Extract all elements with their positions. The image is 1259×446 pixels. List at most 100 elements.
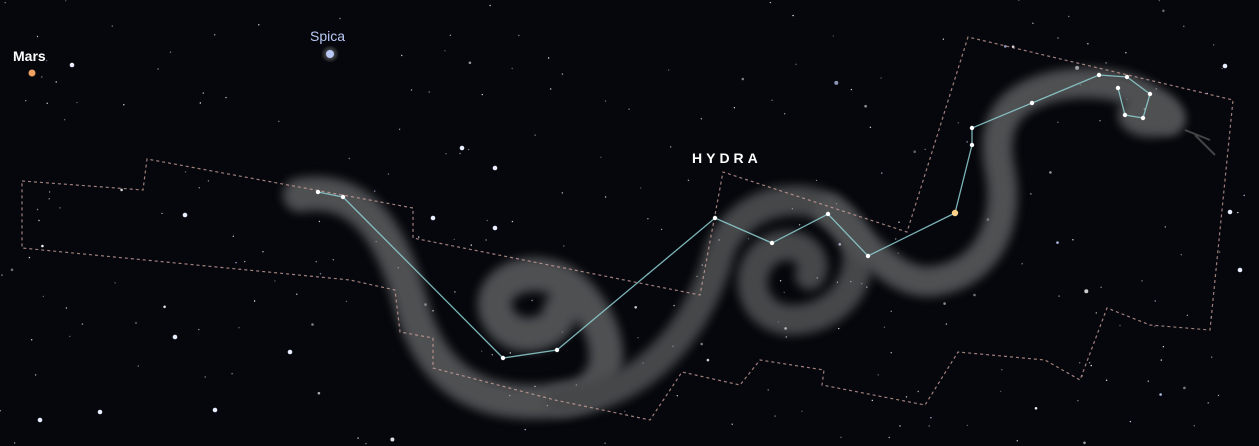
background-star xyxy=(76,101,78,104)
background-star xyxy=(59,207,61,209)
background-star xyxy=(676,395,678,397)
background-star xyxy=(161,212,163,215)
background-star xyxy=(41,244,44,248)
background-star xyxy=(792,14,794,17)
background-star xyxy=(262,251,264,253)
background-star xyxy=(492,165,498,171)
background-star xyxy=(207,180,210,182)
background-star xyxy=(1164,226,1167,228)
background-star xyxy=(365,443,367,445)
background-star xyxy=(832,35,834,37)
background-star xyxy=(491,354,493,356)
background-star xyxy=(48,191,51,193)
background-star xyxy=(489,4,491,7)
background-star xyxy=(871,399,873,402)
background-star xyxy=(449,34,452,36)
background-star xyxy=(999,390,1002,393)
background-star xyxy=(319,273,322,275)
background-star xyxy=(880,77,882,79)
background-star xyxy=(1,274,3,276)
background-star xyxy=(157,68,159,70)
constellation-star xyxy=(825,211,831,217)
background-star xyxy=(69,62,75,68)
background-star xyxy=(670,146,672,148)
background-star xyxy=(1058,295,1060,297)
background-star xyxy=(850,88,853,91)
background-star xyxy=(212,407,218,413)
background-star xyxy=(214,34,216,36)
background-star xyxy=(45,59,48,62)
background-star xyxy=(34,374,37,376)
background-star xyxy=(509,352,511,354)
spica-label: Spica xyxy=(310,28,346,44)
background-star xyxy=(864,104,867,108)
background-star xyxy=(31,339,33,341)
background-star xyxy=(890,310,892,312)
constellation-star xyxy=(951,209,959,217)
background-star xyxy=(235,262,237,264)
background-star xyxy=(390,437,395,442)
background-star xyxy=(169,51,172,53)
background-star xyxy=(42,295,44,298)
background-star xyxy=(1079,362,1081,364)
background-star xyxy=(1057,37,1059,39)
background-star xyxy=(771,99,773,102)
background-star xyxy=(317,391,321,395)
background-star xyxy=(198,187,200,189)
background-star xyxy=(511,67,513,70)
background-star xyxy=(1154,325,1156,328)
background-star xyxy=(204,376,206,378)
background-star xyxy=(731,423,733,425)
background-star xyxy=(784,113,786,115)
background-star xyxy=(1211,356,1213,358)
background-star xyxy=(1105,62,1107,64)
constellation-label: HYDRA xyxy=(692,150,762,166)
background-star xyxy=(1213,44,1215,46)
background-star xyxy=(1160,359,1163,361)
hydra-figure-artwork xyxy=(283,68,1216,419)
background-star xyxy=(1068,15,1070,18)
background-star xyxy=(687,179,690,181)
background-star xyxy=(511,220,514,223)
background-star xyxy=(1162,346,1165,348)
background-star xyxy=(550,88,552,90)
background-star xyxy=(741,77,745,81)
background-star xyxy=(63,119,66,121)
background-star xyxy=(1147,380,1150,382)
background-star xyxy=(890,352,892,354)
background-star xyxy=(767,389,769,391)
constellation-star xyxy=(1096,72,1102,78)
background-star xyxy=(28,256,31,259)
background-star xyxy=(444,50,446,52)
background-star xyxy=(459,152,461,155)
background-star xyxy=(604,442,606,444)
background-star xyxy=(1105,379,1108,381)
background-star xyxy=(357,437,359,439)
background-star xyxy=(604,100,607,102)
background-star xyxy=(1217,394,1220,397)
background-star xyxy=(36,208,39,211)
background-star xyxy=(1100,286,1102,288)
background-star xyxy=(899,425,901,427)
constellation-star xyxy=(1029,100,1035,106)
background-star xyxy=(311,323,314,326)
background-star xyxy=(869,126,872,128)
background-star xyxy=(184,171,187,173)
background-star xyxy=(1090,364,1092,367)
background-star xyxy=(445,153,447,155)
background-star xyxy=(917,390,919,393)
background-star xyxy=(1237,267,1243,273)
background-star xyxy=(485,239,487,241)
background-star xyxy=(120,188,123,192)
constellation-star xyxy=(769,240,775,246)
background-star xyxy=(547,57,550,59)
background-star xyxy=(468,61,472,65)
background-star xyxy=(1218,251,1221,253)
background-star xyxy=(834,80,839,85)
background-star xyxy=(531,299,533,302)
background-star xyxy=(913,150,916,153)
background-star xyxy=(332,259,334,261)
background-star xyxy=(924,148,926,151)
background-star xyxy=(561,192,563,194)
background-star xyxy=(481,350,483,352)
